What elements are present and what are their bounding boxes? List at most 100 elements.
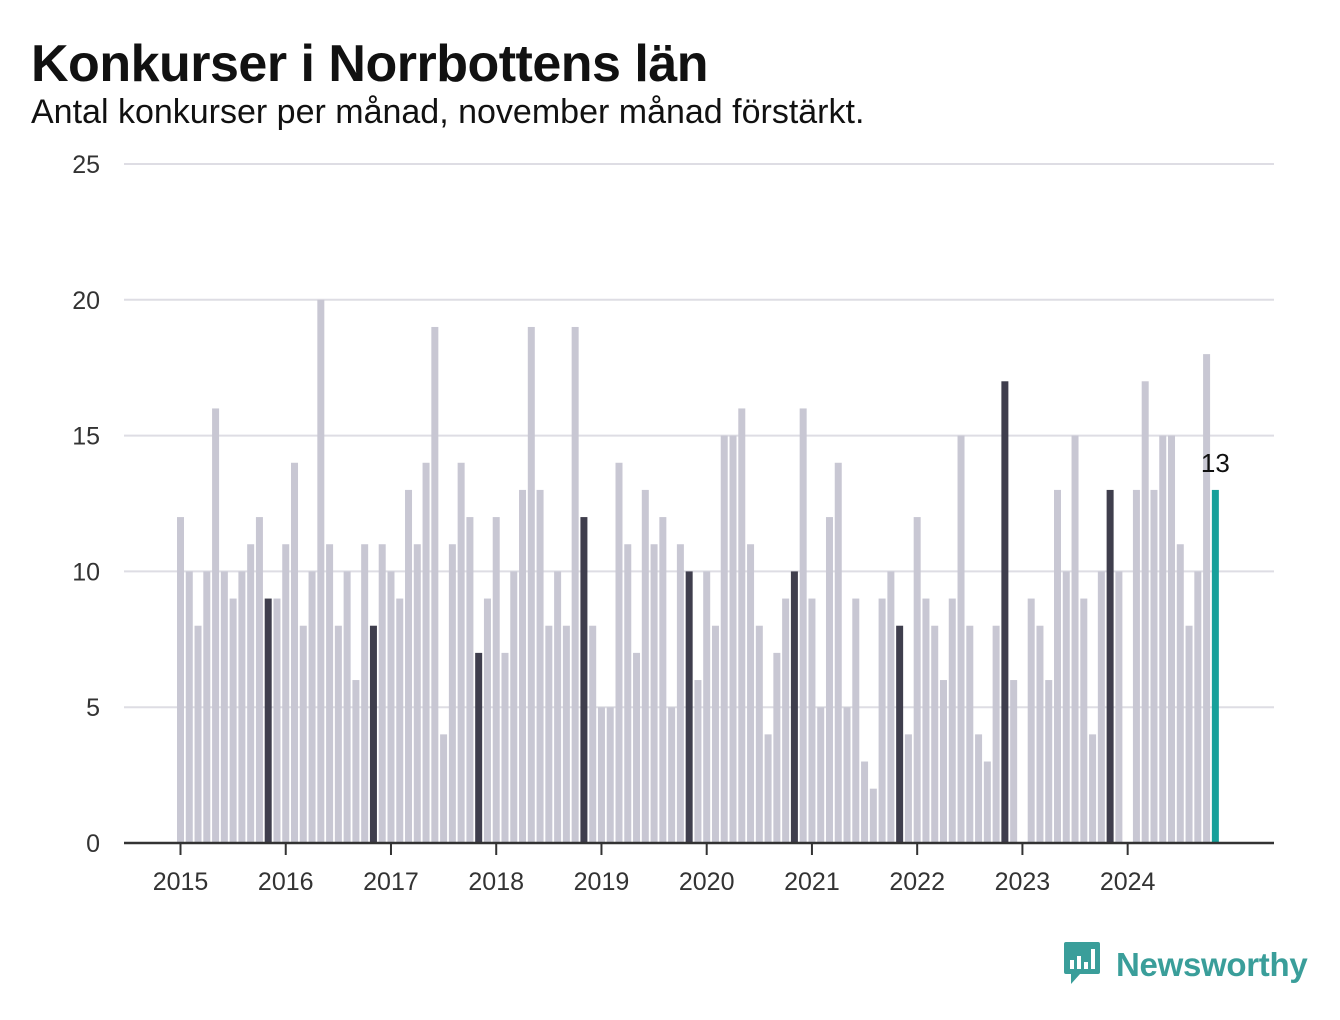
bar bbox=[711, 625, 719, 843]
bar bbox=[685, 571, 693, 843]
bar bbox=[194, 625, 202, 843]
bar bbox=[527, 326, 535, 844]
x-tick-label: 2022 bbox=[889, 868, 945, 896]
bar bbox=[878, 598, 886, 843]
bar bbox=[887, 571, 895, 843]
bar bbox=[1045, 680, 1053, 843]
y-tick-label: 0 bbox=[86, 830, 100, 858]
x-tick-label: 2024 bbox=[1100, 868, 1156, 896]
bar bbox=[1036, 625, 1044, 843]
bar bbox=[185, 571, 193, 843]
bar bbox=[220, 571, 228, 843]
bar bbox=[238, 571, 246, 843]
bar bbox=[554, 571, 562, 843]
chart-subtitle: Antal konkurser per månad, november måna… bbox=[31, 93, 865, 131]
bar bbox=[247, 544, 255, 843]
bar bbox=[790, 571, 798, 843]
bar bbox=[483, 598, 491, 843]
brand-name: Newsworthy bbox=[1116, 946, 1308, 983]
x-axis: 2015 2016 2017 2018 2019 2020 2021 2022 2023 2024 bbox=[124, 841, 1274, 896]
bar bbox=[448, 544, 456, 843]
bars bbox=[177, 299, 1219, 844]
bar bbox=[571, 326, 579, 844]
bar bbox=[659, 517, 667, 843]
bar bbox=[764, 734, 772, 843]
bar bbox=[475, 652, 483, 843]
x-tick-label: 2019 bbox=[574, 868, 630, 896]
bar bbox=[773, 652, 781, 843]
bar bbox=[597, 707, 605, 843]
bar bbox=[264, 598, 272, 843]
bar bbox=[939, 680, 947, 843]
bar bbox=[992, 625, 1000, 843]
bar bbox=[361, 544, 369, 843]
bar bbox=[852, 598, 860, 843]
brand: Newsworthy bbox=[1062, 940, 1308, 990]
bar bbox=[501, 652, 509, 843]
bar bbox=[948, 598, 956, 843]
x-tick-label: 2021 bbox=[784, 868, 840, 896]
bar bbox=[720, 435, 728, 843]
x-tick-label: 2017 bbox=[363, 868, 419, 896]
bar bbox=[738, 408, 746, 843]
y-tick-label: 10 bbox=[72, 558, 100, 586]
bar bbox=[808, 598, 816, 843]
bar bbox=[536, 489, 544, 843]
bar bbox=[817, 707, 825, 843]
bar bbox=[1194, 571, 1202, 843]
bar bbox=[694, 680, 702, 843]
x-tick-label: 2015 bbox=[153, 868, 209, 896]
bar bbox=[1176, 544, 1184, 843]
bar bbox=[668, 707, 676, 843]
bar bbox=[975, 734, 983, 843]
bar bbox=[387, 571, 395, 843]
bar bbox=[825, 517, 833, 843]
bar bbox=[834, 462, 842, 843]
bar bbox=[396, 598, 404, 843]
bar bbox=[1106, 489, 1114, 843]
bar bbox=[1027, 598, 1035, 843]
bar bbox=[422, 462, 430, 843]
bar bbox=[843, 707, 851, 843]
bar bbox=[1141, 381, 1149, 843]
bar bbox=[273, 598, 281, 843]
bar bbox=[308, 571, 316, 843]
bar bbox=[413, 544, 421, 843]
bar bbox=[1010, 680, 1018, 843]
bar bbox=[799, 408, 807, 843]
bar bbox=[1001, 381, 1009, 843]
bar bbox=[861, 761, 869, 843]
y-tick-label: 15 bbox=[72, 423, 100, 451]
bar bbox=[212, 408, 220, 843]
bar bbox=[896, 625, 904, 843]
x-tick-label: 2023 bbox=[995, 868, 1051, 896]
bar bbox=[615, 462, 623, 843]
bar bbox=[983, 761, 991, 843]
latest-value-label: 13 bbox=[1201, 448, 1230, 478]
y-tick-label: 20 bbox=[72, 287, 100, 315]
bar bbox=[440, 734, 448, 843]
bar bbox=[913, 517, 921, 843]
bar bbox=[1062, 571, 1070, 843]
bar bbox=[580, 517, 588, 843]
bar bbox=[369, 625, 377, 843]
bar bbox=[177, 517, 184, 843]
bar bbox=[343, 571, 351, 843]
bar bbox=[326, 544, 334, 843]
bar bbox=[1159, 435, 1167, 843]
bar bbox=[729, 435, 737, 843]
bar bbox=[510, 571, 518, 843]
bar bbox=[633, 652, 641, 843]
bar bbox=[466, 517, 474, 843]
bar bbox=[291, 462, 299, 843]
bar bbox=[1071, 435, 1079, 843]
bar bbox=[562, 625, 570, 843]
bar bbox=[1097, 571, 1105, 843]
bar bbox=[492, 517, 500, 843]
bar bbox=[229, 598, 237, 843]
bar bbox=[255, 517, 263, 843]
bar bbox=[431, 326, 439, 844]
bar bbox=[966, 625, 974, 843]
y-tick-label: 5 bbox=[86, 694, 100, 722]
